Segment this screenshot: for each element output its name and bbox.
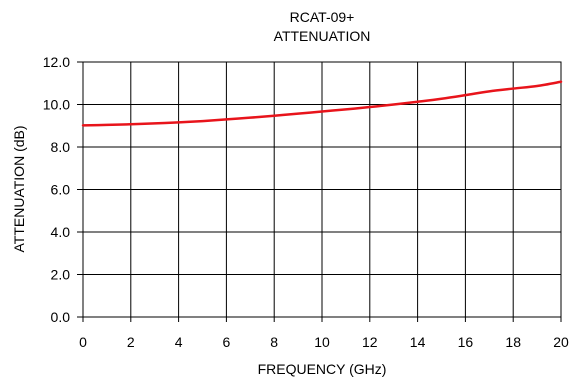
- y-tick-label: 0.0: [51, 309, 71, 325]
- chart-title-line-2: ATTENUATION: [274, 28, 371, 44]
- x-tick-label: 18: [505, 334, 521, 350]
- grid: [82, 61, 562, 318]
- x-tick-label: 4: [175, 334, 183, 350]
- x-axis-label: FREQUENCY (GHz): [258, 361, 387, 377]
- x-tick-label: 16: [458, 334, 474, 350]
- ticks: 0 2 4 6 8 10 12 14 16 18 20 0.0 2.0 4.0 6.0 8.0 10.0 12.0: [43, 54, 569, 350]
- y-tick-label: 8.0: [51, 139, 71, 155]
- y-tick-label: 12.0: [43, 54, 70, 70]
- x-tick-label: 14: [410, 334, 426, 350]
- y-tick-label: 4.0: [51, 224, 71, 240]
- chart-title-line-1: RCAT-09+: [290, 9, 355, 25]
- x-tick-label: 8: [270, 334, 278, 350]
- y-tick-label: 2.0: [51, 267, 71, 283]
- x-tick-label: 20: [553, 334, 569, 350]
- y-axis-label: ATTENUATION (dB): [11, 125, 27, 252]
- x-tick-label: 12: [362, 334, 378, 350]
- x-tick-label: 6: [223, 334, 231, 350]
- y-tick-label: 6.0: [51, 182, 71, 198]
- x-tick-label: 10: [314, 334, 330, 350]
- x-tick-label: 0: [79, 334, 87, 350]
- series-layer: [81, 80, 563, 127]
- y-tick-label: 10.0: [43, 97, 70, 113]
- attenuation-series-line: [81, 80, 563, 127]
- x-tick-label: 2: [127, 334, 135, 350]
